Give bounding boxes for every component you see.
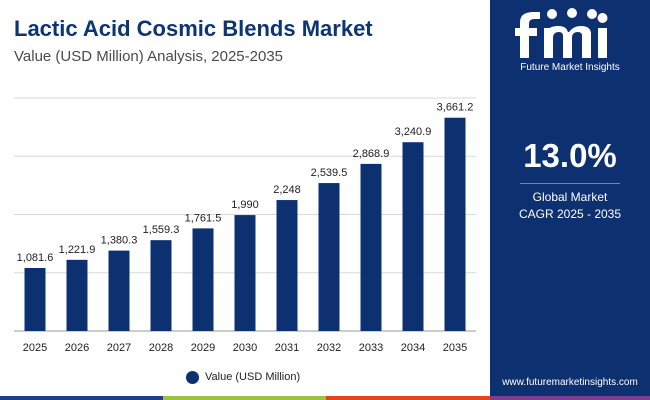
bar-2028 — [150, 240, 172, 331]
bar-2035 — [444, 117, 466, 331]
data-label-2029: 1,761.5 — [185, 212, 222, 224]
bar-2025 — [24, 267, 46, 331]
cagr-label-line1: Global Market — [532, 190, 608, 204]
x-tick-2027: 2027 — [107, 342, 131, 354]
cagr-value: 13.0% — [523, 137, 617, 174]
cagr-label-line2: CAGR 2025 - 2035 — [518, 207, 622, 221]
bar-2026 — [66, 259, 88, 331]
data-label-2027: 1,380.3 — [101, 235, 138, 247]
data-label-2032: 2,539.5 — [311, 167, 348, 179]
data-label-2028: 1,559.3 — [143, 224, 180, 236]
x-tick-2032: 2032 — [317, 342, 341, 354]
bar-2032 — [318, 183, 340, 331]
chart-subtitle: Value (USD Million) Analysis, 2025-2035 — [14, 48, 284, 65]
bar-2029 — [192, 228, 214, 331]
bar-2034 — [402, 142, 424, 331]
chart-title: Lactic Acid Cosmic Blends Market — [14, 16, 373, 41]
logo-caption: Future Market Insights — [520, 62, 620, 73]
x-tick-2033: 2033 — [359, 342, 383, 354]
data-label-2026: 1,221.9 — [59, 244, 96, 256]
x-tick-2026: 2026 — [65, 342, 89, 354]
bar-2031 — [276, 200, 298, 331]
legend: Value (USD Million) — [186, 369, 300, 385]
bar-2030 — [234, 215, 256, 331]
data-label-2030: 1,990 — [231, 199, 259, 211]
legend-label: Value (USD Million) — [205, 371, 301, 383]
footer-stripe-red — [326, 396, 490, 400]
fmi-logo: Future Market Insights — [490, 4, 650, 74]
footer-stripe-purple — [490, 396, 650, 400]
data-label-2034: 3,240.9 — [395, 126, 432, 138]
x-tick-2029: 2029 — [191, 342, 215, 354]
cagr-divider — [520, 183, 620, 184]
x-tick-2030: 2030 — [233, 342, 257, 354]
footer-stripe-green — [163, 396, 326, 400]
bar-chart: 1,081.6 2025 1,221.9 2026 1,380.3 2027 1,559.3… — [14, 97, 476, 354]
x-tick-2034: 2034 — [401, 342, 425, 354]
bar-2027 — [108, 250, 130, 331]
data-label-2035: 3,661.2 — [437, 102, 474, 114]
x-tick-2031: 2031 — [275, 342, 299, 354]
legend-swatch — [186, 370, 199, 384]
brand-panel: Future Market Insights 13.0% Global Mark… — [490, 0, 650, 400]
data-label-2033: 2,868.9 — [353, 148, 390, 160]
data-label-2025: 1,081.6 — [17, 252, 54, 264]
x-tick-2035: 2035 — [443, 342, 467, 354]
data-label-2031: 2,248 — [273, 184, 301, 196]
bar-2033 — [360, 163, 382, 331]
x-tick-2025: 2025 — [23, 342, 47, 354]
footer-stripe-blue — [0, 396, 163, 400]
website-link[interactable]: www.futuremarketinsights.com — [502, 377, 638, 388]
x-tick-2028: 2028 — [149, 342, 173, 354]
